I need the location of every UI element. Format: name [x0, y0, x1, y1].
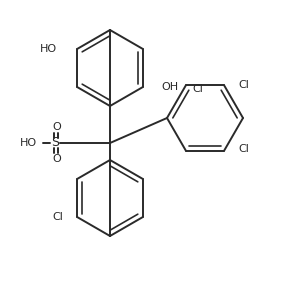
Text: Cl: Cl	[238, 144, 249, 154]
Text: HO: HO	[20, 138, 37, 148]
Text: O: O	[52, 154, 61, 164]
Text: S: S	[51, 136, 59, 149]
Text: Cl: Cl	[52, 212, 63, 222]
Text: HO: HO	[40, 44, 57, 54]
Text: Cl: Cl	[192, 84, 203, 94]
Text: OH: OH	[161, 82, 178, 92]
Text: O: O	[52, 122, 61, 132]
Text: Cl: Cl	[238, 80, 249, 90]
